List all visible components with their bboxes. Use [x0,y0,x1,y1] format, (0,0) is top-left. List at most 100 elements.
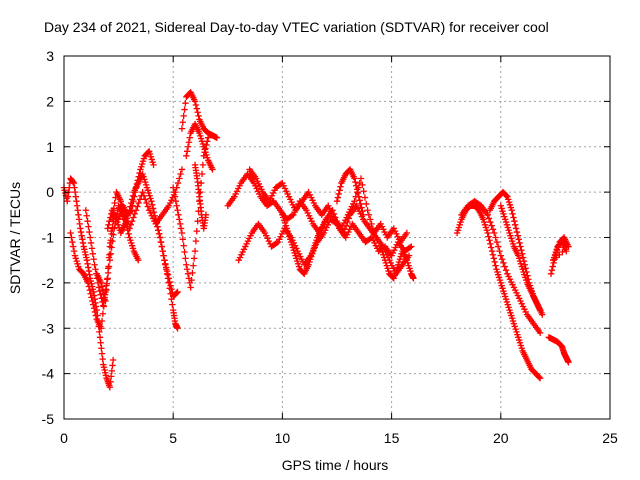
data-point [79,236,86,243]
data-point [107,373,115,380]
data-point [178,125,186,132]
data-point [510,214,517,221]
data-point [96,328,103,336]
data-point [360,188,367,195]
data-point [341,226,349,233]
series-trace-15 [279,211,330,277]
data-point [70,179,78,187]
data-point [497,252,504,259]
x-tick-label: 10 [275,430,291,446]
data-point [403,229,411,237]
data-point [406,244,414,251]
data-point [83,256,91,264]
data-point [98,345,105,352]
x-tick-label: 25 [602,430,618,446]
data-point [184,270,192,277]
data-point [503,192,510,199]
data-point [90,305,98,312]
data-point [176,216,183,223]
data-point [178,166,186,173]
data-point [359,207,366,215]
data-point [188,276,195,284]
data-point [142,196,149,203]
data-point [163,266,170,273]
data-point [357,175,365,182]
data-point [192,237,200,245]
data-point [70,247,78,255]
data-point [489,226,497,233]
data-point [169,301,176,308]
y-tick-label: -3 [42,320,55,336]
data-point [177,170,184,178]
data-point [183,261,190,268]
data-point [108,230,115,238]
data-point [86,271,93,278]
data-point [189,269,196,277]
data-point [364,207,371,214]
data-point [536,374,543,381]
data-point [516,239,523,247]
data-point [97,339,104,346]
data-point [149,205,157,212]
data-point [104,276,111,283]
data-point [352,178,359,186]
data-point [75,211,82,219]
data-point [88,245,96,252]
data-point [156,230,163,238]
data-point [490,255,498,262]
data-point [125,230,132,238]
data-point [155,227,162,234]
data-point [357,200,364,208]
data-point [190,262,197,269]
data-point [127,203,134,210]
data-point [487,244,495,251]
data-point [334,194,342,201]
data-point [515,236,522,243]
data-point [173,202,180,209]
data-point [84,217,91,225]
x-tick-label: 15 [384,430,400,446]
data-point [139,188,146,196]
data-point [131,210,138,218]
data-point [102,297,109,305]
data-point [135,199,142,207]
data-point [128,199,135,207]
data-point [72,193,79,200]
data-point [522,265,529,272]
data-point [150,161,157,169]
y-tick-label: 1 [46,139,54,155]
data-point [170,184,177,191]
data-point [487,240,494,248]
data-point [548,266,556,274]
data-point [183,152,190,160]
data-point [100,290,107,297]
y-tick-label: 3 [46,48,54,64]
data-point [71,188,79,196]
data-point [183,148,191,155]
data-point [174,288,181,296]
y-tick-label: -2 [42,275,55,291]
data-point [174,207,181,214]
y-tick-label: 2 [46,93,54,109]
data-point [108,367,116,375]
series-trace-16 [333,166,367,219]
data-point [111,199,118,207]
data-point [150,208,158,216]
data-point [86,228,93,236]
data-point [134,203,141,210]
data-point [170,188,178,196]
data-point [166,278,173,286]
data-point [106,217,113,225]
data-point [489,251,497,258]
data-point [182,255,189,262]
data-point [496,247,503,255]
data-point [171,193,179,200]
data-point [180,112,187,120]
data-point [193,105,200,112]
data-point [164,275,172,282]
data-point [95,284,103,291]
data-point [69,243,77,250]
data-point [340,229,347,237]
data-point [109,356,117,364]
data-point [181,248,188,256]
